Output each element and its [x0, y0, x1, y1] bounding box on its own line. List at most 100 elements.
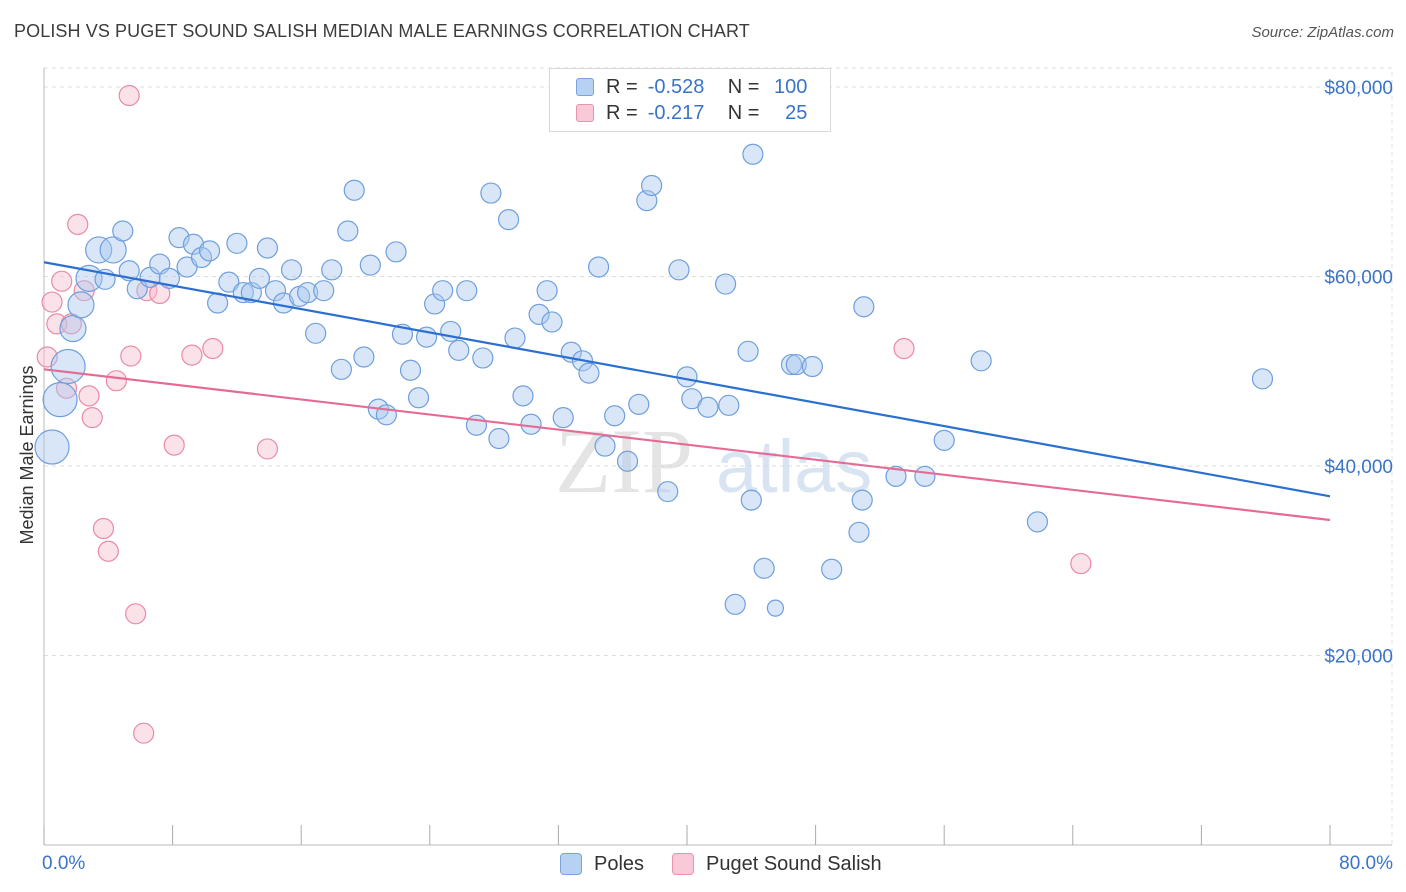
poles-points	[34, 143, 1274, 617]
legend-row-puget-sound-salish: R = -0.217 N = 25	[576, 101, 807, 125]
poles-point	[970, 350, 992, 372]
poles-point	[742, 143, 764, 165]
poles-point	[337, 220, 359, 242]
bottom-legend-poles: Poles	[560, 851, 644, 877]
poles-legend-swatch	[560, 853, 582, 875]
poles-point	[697, 396, 719, 418]
poles-point	[480, 182, 502, 204]
poles-swatch	[576, 78, 594, 96]
poles-point	[85, 236, 113, 264]
poles-point	[248, 267, 271, 289]
poles-point	[616, 450, 639, 472]
poles-point	[587, 256, 610, 278]
puget-sound-salish-swatch	[576, 104, 594, 122]
source-credit: Source: ZipAtlas.com	[1251, 24, 1394, 41]
puget-sound-salish-point	[105, 370, 127, 392]
puget-sound-salish-point	[46, 313, 68, 335]
r-label: R =	[606, 101, 638, 124]
poles-point	[1026, 511, 1049, 533]
puget-sound-salish-legend-label: Puget Sound Salish	[706, 852, 882, 875]
poles-point	[628, 393, 650, 415]
x-tick-labels: 0.0% 80.0%	[42, 853, 1393, 874]
puget-sound-salish-point	[1070, 552, 1092, 575]
poles-point	[536, 280, 558, 302]
puget-sound-salish-point	[133, 722, 155, 744]
poles-point	[399, 359, 422, 381]
poles-point	[740, 489, 762, 511]
poles-point	[785, 353, 807, 376]
puget-sound-salish-point	[163, 434, 185, 456]
puget-sound-salish-point	[97, 540, 119, 562]
puget-sound-salish-point	[51, 270, 73, 292]
poles-point	[407, 387, 430, 409]
poles-point	[504, 327, 526, 349]
poles-point	[264, 280, 287, 302]
poles-point	[488, 427, 510, 450]
poles-point	[718, 394, 740, 416]
y-tick-label: $80,000	[1324, 78, 1393, 99]
puget-sound-salish-point	[181, 344, 203, 366]
watermark-zip: ZIP	[555, 410, 693, 512]
poles-point	[313, 280, 335, 302]
poles-point	[753, 557, 775, 579]
poles-point	[1251, 368, 1274, 390]
poles-point	[801, 355, 823, 378]
puget-sound-salish-point	[202, 337, 224, 360]
poles-point	[472, 347, 494, 369]
poles-point	[853, 296, 875, 318]
poles-point	[851, 489, 873, 511]
puget-sound-salish-point	[78, 385, 100, 407]
poles-point	[343, 179, 365, 201]
poles-point	[67, 291, 95, 319]
poles-point	[541, 311, 563, 333]
chart-title: POLISH VS PUGET SOUND SALISH MEDIAN MALE…	[14, 21, 750, 41]
poles-point	[218, 271, 240, 293]
poles-point	[297, 281, 319, 304]
poles-point	[280, 259, 303, 281]
poles-point	[353, 346, 375, 368]
poles-point	[780, 353, 803, 376]
poles-point	[594, 435, 616, 457]
puget-sound-salish-point	[67, 213, 89, 235]
poles-point	[182, 233, 205, 255]
poles-point	[42, 382, 78, 418]
poles-legend-label: Poles	[594, 852, 645, 875]
poles-point	[59, 314, 87, 343]
poles-point	[50, 348, 86, 385]
r-label: R =	[606, 75, 638, 98]
poles-point	[448, 339, 470, 361]
poles-point	[604, 405, 626, 427]
puget-sound-salish-point	[256, 438, 279, 460]
poles-point	[256, 237, 279, 259]
poles-point	[933, 429, 955, 451]
r-value: -0.528	[647, 75, 705, 98]
bottom-legend-puget-sound-salish: Puget Sound Salish	[672, 851, 882, 877]
y-tick-labels: $20,000 $40,000 $60,000 $80,000	[1324, 78, 1393, 668]
puget-sound-salish-point	[120, 345, 142, 367]
poles-point	[552, 407, 574, 429]
puget-sound-salish-point	[81, 407, 103, 429]
poles-point	[737, 340, 759, 362]
trend-lines	[43, 261, 1331, 522]
n-label: N =	[727, 75, 760, 98]
x-tick-label-max: 80.0%	[1339, 853, 1393, 874]
r-value: -0.217	[647, 101, 705, 124]
poles-point	[385, 241, 407, 263]
puget-sound-salish-point	[118, 84, 140, 107]
poles-point	[112, 220, 134, 242]
n-label: N =	[727, 101, 760, 124]
poles-point	[99, 236, 127, 264]
y-tick-label: $60,000	[1324, 267, 1393, 288]
poles-point	[321, 259, 343, 281]
poles-point	[578, 362, 600, 384]
poles-point	[520, 413, 542, 435]
poles-point	[657, 480, 679, 503]
puget-sound-salish-point	[125, 603, 147, 625]
poles-point	[766, 599, 785, 617]
poles-point	[848, 521, 870, 543]
y-axis-label: Median Male Earnings	[17, 365, 37, 544]
poles-point	[497, 209, 520, 231]
poles-point	[528, 303, 550, 325]
watermark: ZIP atlas	[555, 410, 872, 512]
